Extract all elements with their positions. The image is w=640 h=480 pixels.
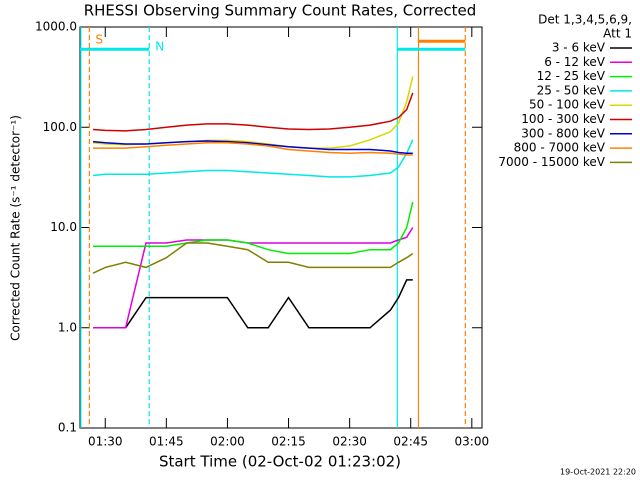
legend-label: 50 - 100 keV [529, 98, 606, 112]
series-line [93, 142, 413, 156]
x-tick-label: 02:30 [332, 435, 367, 449]
y-tick-label: 1000.0 [35, 20, 77, 34]
series-line [93, 227, 414, 329]
series-line [93, 279, 413, 329]
y-tick-label: 10.0 [50, 220, 77, 234]
marker-label: N [155, 40, 164, 54]
series-line [92, 140, 413, 155]
footer-date: 19-Oct-2021 22:20 [560, 468, 636, 477]
series-line [92, 242, 414, 274]
x-tick-label: 01:45 [149, 435, 184, 449]
x-tick-label: 01:30 [88, 435, 123, 449]
x-tick-label: 02:00 [210, 435, 245, 449]
y-tick-label: 100.0 [43, 120, 77, 134]
legend-title: Att 1 [603, 27, 632, 41]
legend-label: 100 - 300 keV [521, 112, 605, 126]
legend-label: 3 - 6 keV [552, 41, 606, 55]
series-line [92, 139, 414, 178]
series-line [92, 92, 414, 132]
x-tick-label: 02:15 [271, 435, 306, 449]
chart-title: RHESSI Observing Summary Count Rates, Co… [84, 2, 477, 20]
legend-title: Det 1,3,4,5,6,9, [538, 13, 632, 27]
legend-label: 12 - 25 keV [537, 69, 606, 83]
legend-label: 300 - 800 keV [521, 126, 605, 140]
marker-label: S [95, 33, 103, 47]
y-tick-label: 1.0 [58, 320, 77, 334]
legend-label: 6 - 12 keV [544, 55, 606, 69]
series-line [92, 76, 414, 149]
x-tick-label: 03:00 [455, 435, 490, 449]
plot-frame [79, 26, 483, 429]
legend-label: 25 - 50 keV [537, 83, 606, 97]
legend-label: 7000 - 15000 keV [498, 155, 605, 169]
legend-label: 800 - 7000 keV [514, 141, 606, 155]
series-line [93, 201, 414, 255]
y-axis-label: Corrected Count Rate (s⁻¹ detector⁻¹) [9, 115, 23, 341]
y-tick-label: 0.1 [58, 421, 77, 435]
x-tick-label: 02:45 [393, 435, 428, 449]
x-axis-label: Start Time (02-Oct-02 01:23:02) [159, 453, 401, 471]
